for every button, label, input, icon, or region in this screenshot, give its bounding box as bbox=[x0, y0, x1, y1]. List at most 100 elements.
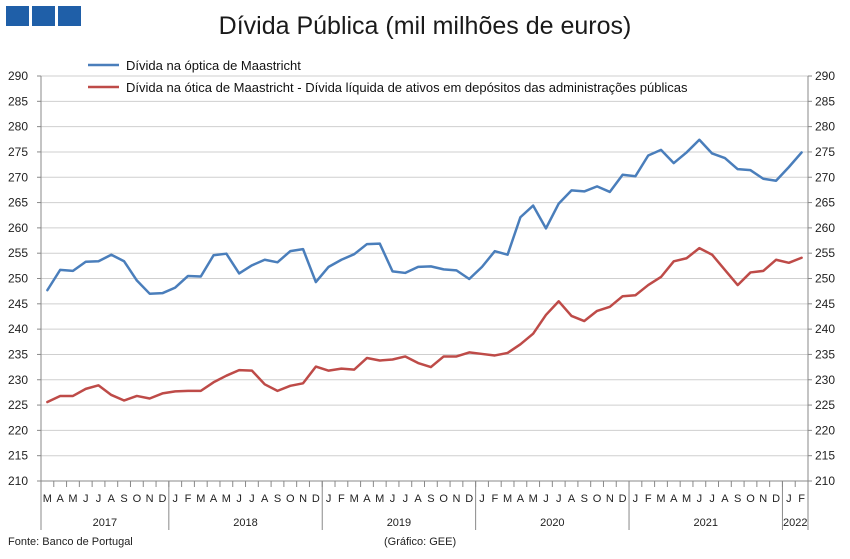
y-tick-label-right: 235 bbox=[815, 347, 835, 361]
x-tick-label-year: 2017 bbox=[93, 517, 117, 529]
x-tick-label-month: A bbox=[670, 493, 678, 505]
y-tick-label-left: 220 bbox=[8, 423, 28, 437]
x-tick-label-month: A bbox=[517, 493, 525, 505]
x-tick-label-month: S bbox=[427, 493, 434, 505]
y-tick-label-right: 270 bbox=[815, 170, 835, 184]
y-tick-label-left: 255 bbox=[8, 246, 28, 260]
x-tick-label-month: F bbox=[645, 493, 652, 505]
x-tick-label-month: M bbox=[375, 493, 384, 505]
x-tick-label-month: J bbox=[326, 493, 332, 505]
y-tick-label-right: 275 bbox=[815, 145, 835, 159]
x-tick-label-month: N bbox=[759, 493, 767, 505]
x-tick-label-month: M bbox=[656, 493, 665, 505]
y-tick-label-left: 230 bbox=[8, 373, 28, 387]
y-tick-label-right: 240 bbox=[815, 322, 835, 336]
y-tick-label-right: 250 bbox=[815, 272, 835, 286]
x-tick-label-month: M bbox=[196, 493, 205, 505]
series-line-1 bbox=[46, 246, 803, 404]
x-tick-label-month: M bbox=[222, 493, 231, 505]
y-tick-label-right: 280 bbox=[815, 120, 835, 134]
legend: Dívida na óptica de Maastricht Dívida na… bbox=[88, 58, 688, 95]
x-tick-label-month: A bbox=[414, 493, 422, 505]
x-tick-label-month: F bbox=[491, 493, 498, 505]
logo bbox=[6, 6, 81, 26]
y-tick-label-right: 220 bbox=[815, 423, 835, 437]
x-tick-label-month: J bbox=[403, 493, 409, 505]
x-tick-label-year: 2021 bbox=[693, 517, 717, 529]
x-tick-label-month: D bbox=[312, 493, 320, 505]
x-tick-label-year: 2022 bbox=[783, 517, 807, 529]
x-tick-label-month: A bbox=[363, 493, 371, 505]
series-line-0 bbox=[46, 138, 803, 295]
x-tick-label-month: M bbox=[68, 493, 77, 505]
y-tick-label-right: 290 bbox=[815, 69, 835, 83]
x-tick-label-month: S bbox=[274, 493, 281, 505]
x-tick-label-month: J bbox=[633, 493, 639, 505]
x-tick-label-year: 2019 bbox=[387, 517, 411, 529]
legend-label-net-debt: Dívida na ótica de Maastricht - Dívida l… bbox=[126, 80, 688, 95]
x-tick-label-month: M bbox=[503, 493, 512, 505]
x-tick-label-month: F bbox=[338, 493, 345, 505]
y-tick-label-right: 210 bbox=[815, 474, 835, 488]
y-tick-label-right: 255 bbox=[815, 246, 835, 260]
x-tick-label-month: S bbox=[120, 493, 127, 505]
x-tick-label-month: N bbox=[606, 493, 614, 505]
logo-block-1 bbox=[6, 6, 29, 26]
x-tick-label-month: N bbox=[146, 493, 154, 505]
y-tick-label-right: 265 bbox=[815, 196, 835, 210]
y-tick-label-right: 225 bbox=[815, 398, 835, 412]
logo-block-3 bbox=[58, 6, 81, 26]
logo-block-2 bbox=[32, 6, 55, 26]
grid-layer bbox=[41, 75, 808, 457]
y-tick-label-left: 285 bbox=[8, 94, 28, 108]
series-layer bbox=[46, 138, 803, 404]
x-tick-label-month: O bbox=[133, 493, 142, 505]
footer-credit: (Gráfico: GEE) bbox=[384, 536, 457, 548]
x-tick-label-month: J bbox=[172, 493, 178, 505]
x-tick-label-month: O bbox=[593, 493, 602, 505]
y-tick-label-right: 285 bbox=[815, 94, 835, 108]
y-tick-label-right: 260 bbox=[815, 221, 835, 235]
x-tick-label-month: F bbox=[185, 493, 192, 505]
x-tick-label-month: S bbox=[734, 493, 741, 505]
y-tick-label-left: 270 bbox=[8, 170, 28, 184]
y-tick-label-left: 265 bbox=[8, 196, 28, 210]
x-tick-label-month: A bbox=[57, 493, 65, 505]
y-tick-label-left: 215 bbox=[8, 449, 28, 463]
x-tick-label-month: J bbox=[697, 493, 703, 505]
y-tick-label-left: 260 bbox=[8, 221, 28, 235]
x-tick-label-month: J bbox=[709, 493, 715, 505]
x-tick-label-month: D bbox=[772, 493, 780, 505]
y-tick-label-left: 280 bbox=[8, 120, 28, 134]
x-tick-label-month: J bbox=[556, 493, 562, 505]
x-tick-label-month: J bbox=[249, 493, 255, 505]
y-tick-label-left: 210 bbox=[8, 474, 28, 488]
x-tick-label-month: O bbox=[746, 493, 755, 505]
x-tick-label-month: M bbox=[529, 493, 538, 505]
y-tick-label-right: 230 bbox=[815, 373, 835, 387]
footer-source: Fonte: Banco de Portugal bbox=[8, 536, 133, 548]
y-tick-label-right: 245 bbox=[815, 297, 835, 311]
x-tick-label-month: J bbox=[786, 493, 792, 505]
x-tick-label-month: A bbox=[261, 493, 269, 505]
x-tick-label-month: A bbox=[210, 493, 218, 505]
x-tick-label-month: O bbox=[286, 493, 295, 505]
x-tick-label-month: J bbox=[479, 493, 485, 505]
y-tick-label-left: 225 bbox=[8, 398, 28, 412]
x-tick-label-month: M bbox=[43, 493, 52, 505]
legend-label-maastricht: Dívida na óptica de Maastricht bbox=[126, 58, 301, 73]
x-tick-label-month: A bbox=[568, 493, 576, 505]
x-tick-label-year: 2020 bbox=[540, 517, 564, 529]
x-tick-label-month: S bbox=[581, 493, 588, 505]
x-tick-label-month: D bbox=[158, 493, 166, 505]
axis-layer: 210 210 215 215 220 220 225 225 230 230 235 235 240 2… bbox=[8, 69, 835, 530]
x-tick-label-month: J bbox=[96, 493, 102, 505]
x-tick-label-month: J bbox=[83, 493, 89, 505]
y-tick-label-left: 240 bbox=[8, 322, 28, 336]
x-tick-label-month: M bbox=[682, 493, 691, 505]
x-tick-label-month: O bbox=[439, 493, 448, 505]
x-tick-label-month: A bbox=[721, 493, 729, 505]
x-tick-label-month: F bbox=[798, 493, 805, 505]
y-tick-label-right: 215 bbox=[815, 449, 835, 463]
